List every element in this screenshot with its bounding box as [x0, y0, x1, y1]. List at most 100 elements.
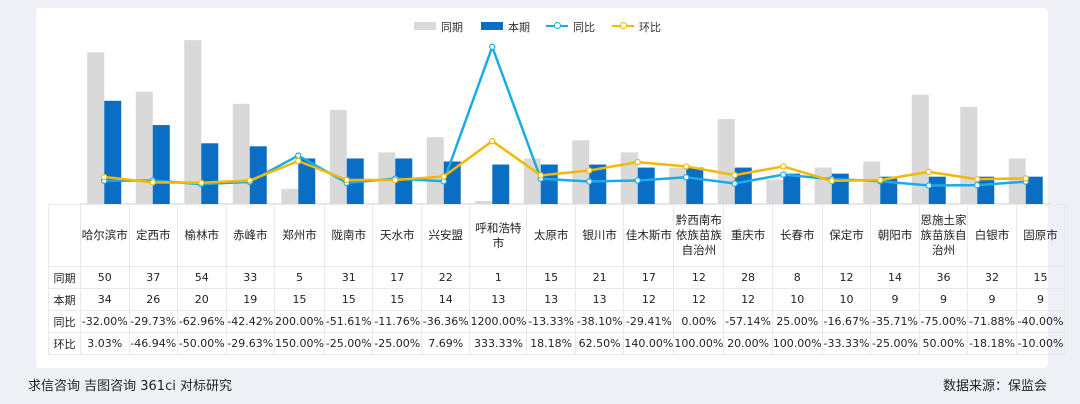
- point-yoy: [634, 177, 641, 184]
- point-mom: [974, 176, 981, 183]
- category-label: 赤峰市: [225, 204, 275, 267]
- point-mom: [343, 176, 350, 184]
- point-mom: [198, 179, 205, 186]
- bar-prior: [232, 103, 250, 204]
- category-label: 朝阳市: [870, 204, 920, 267]
- table-cell: -25.00%: [323, 332, 374, 355]
- category-label: 郑州市: [274, 204, 325, 267]
- table-cell: 26: [128, 288, 178, 311]
- table-cell: 34: [80, 288, 130, 311]
- point-mom: [925, 168, 932, 176]
- table-cell: -13.33%: [526, 310, 576, 333]
- bar-current: [734, 167, 752, 204]
- legend-marker: [554, 22, 561, 29]
- point-mom: [537, 172, 544, 179]
- legend-marker: [620, 22, 627, 29]
- data-table: 哈尔滨市 定西市 榆林市 赤峰市 郑州市 陇南市 天水市 兴安盟 呼和浩特市太原市 银川市 佳木斯市…: [48, 204, 1066, 355]
- table-cell: -46.94%: [128, 332, 178, 355]
- table-cell: 12: [673, 266, 725, 289]
- table-cell: 9: [1015, 288, 1066, 311]
- bar-current: [637, 167, 655, 204]
- table-cell: 14: [420, 288, 471, 311]
- table-cell: 14: [870, 266, 920, 289]
- table-cell: 9: [967, 288, 1017, 311]
- table-cell: 20: [177, 288, 227, 311]
- category-label: 恩施土家 族苗族自 治州: [918, 204, 969, 267]
- bar-current: [492, 164, 510, 204]
- row-label: 本期: [48, 288, 81, 311]
- table-cell: -51.61%: [323, 310, 374, 333]
- bar-current: [589, 164, 607, 204]
- legend-swatch: [481, 22, 503, 30]
- point-mom: [828, 177, 835, 185]
- category-label: 榆林市: [177, 204, 227, 267]
- table-row: 环比 3.03% -46.94% -50.00% -29.63% 150.00% -25.0…: [48, 332, 1066, 355]
- legend-label: 同期: [441, 21, 463, 34]
- point-mom: [295, 157, 302, 165]
- category-label: 固原市: [1015, 204, 1066, 267]
- point-yoy: [731, 180, 738, 187]
- table-cell: 50: [80, 266, 130, 289]
- table-cell: 1: [469, 266, 528, 289]
- category-label: 陇南市: [323, 204, 374, 267]
- table-cell: 10: [771, 288, 823, 311]
- table-cell: 37: [128, 266, 178, 289]
- table-cell: -35.71%: [870, 310, 920, 333]
- point-mom: [1022, 175, 1029, 182]
- table-cell: 200.00%: [274, 310, 325, 333]
- table-cell: 15: [1015, 266, 1066, 289]
- table-cell: 54: [177, 266, 227, 289]
- table-cell: -75.00%: [918, 310, 969, 333]
- point-mom: [149, 179, 156, 186]
- table-cell: -62.96%: [177, 310, 227, 333]
- table-cell: 25.00%: [771, 310, 823, 333]
- point-yoy: [586, 178, 593, 185]
- row-label: 同期: [48, 266, 81, 289]
- category-label: 呼和浩特市: [469, 204, 528, 267]
- point-yoy: [974, 181, 981, 189]
- table-cell: -32.00%: [80, 310, 130, 333]
- point-mom: [683, 163, 690, 170]
- table-cell: 12: [723, 288, 773, 311]
- bar-prior: [329, 109, 347, 204]
- table-cell: 18.18%: [526, 332, 576, 355]
- legend-label: 环比: [639, 21, 661, 34]
- bar-current: [249, 146, 267, 204]
- category-label: 太原市: [526, 204, 576, 267]
- table-cell: 12: [673, 288, 725, 311]
- table-cell: -29.73%: [128, 310, 178, 333]
- table-cell: 9: [870, 288, 920, 311]
- table-cell: -29.63%: [225, 332, 275, 355]
- bar-current: [540, 164, 558, 204]
- bar-current: [152, 125, 170, 204]
- footer-source-right: 数据来源：保监会: [942, 379, 1047, 394]
- table-row: 本期 34 26 20 19 15 15 15 14 13 13 13 12 12 12 10 10 9 9 9 9: [48, 288, 1066, 311]
- table-cell: 140.00%: [623, 332, 675, 355]
- table-cell: -57.14%: [723, 310, 773, 333]
- table-cell: 17: [372, 266, 422, 289]
- category-label: 定西市: [128, 204, 178, 267]
- bar-current: [395, 158, 413, 204]
- legend-label: 同比: [573, 21, 595, 34]
- table-cell: 15: [526, 266, 576, 289]
- table-cell: 7.69%: [420, 332, 471, 355]
- table-cell: -16.67%: [821, 310, 872, 333]
- table-cell: 12: [821, 266, 872, 289]
- point-mom: [246, 177, 253, 184]
- category-label: 白银市: [967, 204, 1017, 267]
- legend-swatch: [414, 22, 436, 30]
- table-cell: 1200.00%: [469, 310, 528, 333]
- bar-prior: [281, 188, 299, 204]
- table-cell: -36.36%: [420, 310, 471, 333]
- bar-prior: [960, 106, 978, 204]
- table-cell: 9: [918, 288, 969, 311]
- table-cell: 15: [323, 288, 374, 311]
- row-label: 环比: [48, 332, 81, 355]
- table-cell: -71.88%: [967, 310, 1017, 333]
- table-cell: 3.03%: [80, 332, 130, 355]
- table-cell: 0.00%: [673, 310, 725, 333]
- point-yoy: [925, 182, 932, 189]
- table-cell: 22: [420, 266, 471, 289]
- bar-prior: [135, 91, 153, 204]
- chart-legend: 同期 本期 同比 环比: [0, 14, 1080, 38]
